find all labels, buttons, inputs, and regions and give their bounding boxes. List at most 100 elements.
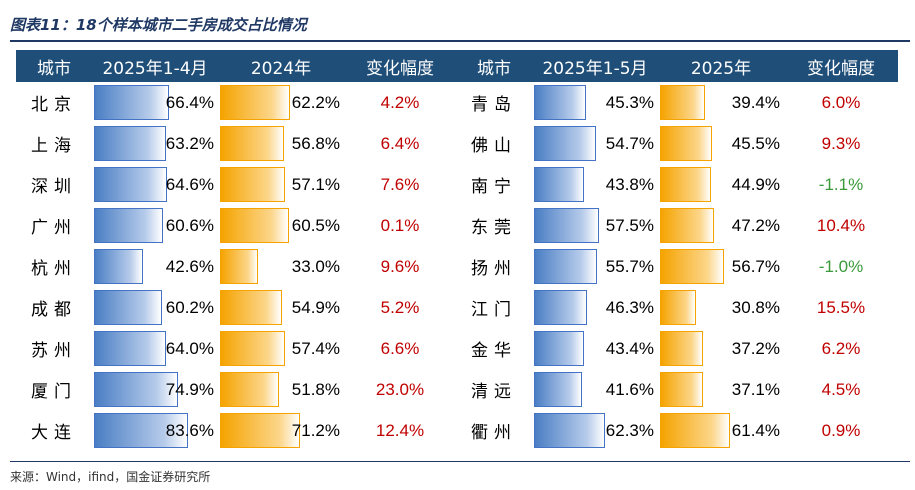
city-name: 南宁 [471,177,517,197]
header-city-left: 城市 [16,50,92,82]
data-label-current: 60.2% [165,297,214,317]
bar-prior [220,290,283,325]
city-name: 江门 [471,300,517,320]
change-value: 7.6% [380,174,420,194]
data-label-current: 45.3% [605,92,654,112]
bar-cell-current: 46.3% [532,287,658,328]
city-name: 苏州 [31,341,77,361]
bar-cell-current: 66.4% [92,82,218,123]
table-row: 苏州 64.0% 57.4% 6.6% 金华 43.4% 37.2% 6.2% [16,328,898,369]
bar-prior [220,249,259,284]
city-name: 广州 [31,218,77,238]
bar-cell-prior: 47.2% [658,205,784,246]
table-row: 广州 60.6% 60.5% 0.1% 东莞 57.5% 47.2% 10.4% [16,205,898,246]
bar-cell-current: 64.6% [92,164,218,205]
header-current-left: 2025年1-4月 [92,50,218,82]
bar-cell-prior: 62.2% [218,82,344,123]
data-label-prior: 45.5% [731,133,780,153]
table-row: 上海 63.2% 56.8% 6.4% 佛山 54.7% 45.5% 9.3% [16,123,898,164]
table-row: 杭州 42.6% 33.0% 9.6% 扬州 55.7% 56.7% -1.0% [16,246,898,287]
change-value: 6.0% [821,92,861,112]
bar-prior [660,413,730,448]
header-city-right: 城市 [456,50,532,82]
table-row: 大连 83.6% 71.2% 12.4% 衢州 62.3% 61.4% 0.9% [16,410,898,451]
data-label-prior: 44.9% [731,174,780,194]
title-rule [10,40,910,42]
bar-current [94,372,179,407]
bar-current [94,290,163,325]
data-label-prior: 47.2% [731,215,780,235]
city-name: 东莞 [471,218,517,238]
city-name: 佛山 [471,136,517,156]
city-name: 金华 [471,341,517,361]
bar-prior [660,167,712,202]
data-label-prior: 71.2% [291,420,340,440]
data-label-prior: 61.4% [731,420,780,440]
bar-cell-current: 42.6% [92,246,218,287]
bar-prior [220,167,285,202]
bar-prior [220,126,285,161]
bar-cell-prior: 56.7% [658,246,784,287]
data-label-prior: 60.5% [291,215,340,235]
bar-cell-prior: 44.9% [658,164,784,205]
table-row: 深圳 64.6% 57.1% 7.6% 南宁 43.8% 44.9% -1.1% [16,164,898,205]
bar-cell-current: 83.6% [92,410,218,451]
header-prior-right: 2025年 [658,50,784,82]
bar-cell-prior: 57.1% [218,164,344,205]
city-name: 清远 [471,382,517,402]
bar-prior [220,413,301,448]
change-value: 15.5% [816,297,866,317]
change-value: 6.2% [821,338,861,358]
chart-title: 图表11：18个样本城市二手房成交占比情况 [10,16,307,34]
data-label-prior: 62.2% [291,92,340,112]
bar-cell-prior: 57.4% [218,328,344,369]
table-body: 北京 66.4% 62.2% 4.2% 青岛 45.3% 39.4% 6.0% 上海 63.2% 5… [16,82,898,451]
data-label-prior: 39.4% [731,92,780,112]
header-prior-left: 2024年 [218,50,344,82]
data-label-current: 66.4% [165,92,214,112]
bar-prior [660,290,696,325]
city-name: 衢州 [471,423,517,443]
change-value: -1.1% [818,174,864,194]
data-label-prior: 54.9% [291,297,340,317]
bar-cell-current: 54.7% [532,123,658,164]
bar-cell-prior: 60.5% [218,205,344,246]
change-value: 6.6% [380,338,420,358]
bar-cell-current: 60.2% [92,287,218,328]
bar-prior [220,85,291,120]
data-label-current: 64.6% [165,174,214,194]
header-change-left: 变化幅度 [344,50,456,82]
bar-cell-prior: 39.4% [658,82,784,123]
bar-cell-prior: 45.5% [658,123,784,164]
data-label-prior: 56.7% [731,256,780,276]
bar-current [534,290,587,325]
data-label-prior: 33.0% [291,256,340,276]
bar-cell-prior: 61.4% [658,410,784,451]
bar-cell-prior: 37.1% [658,369,784,410]
data-label-current: 63.2% [165,133,214,153]
table-row: 成都 60.2% 54.9% 5.2% 江门 46.3% 30.8% 15.5% [16,287,898,328]
bar-cell-prior: 56.8% [218,123,344,164]
bar-prior [660,331,703,366]
bar-prior [220,372,279,407]
bar-cell-current: 55.7% [532,246,658,287]
change-value: 5.2% [380,297,420,317]
header-row: 城市 2025年1-4月 2024年 变化幅度 城市 2025年1-5月 202… [16,50,898,82]
data-label-prior: 56.8% [291,133,340,153]
bar-cell-current: 74.9% [92,369,218,410]
table-row: 北京 66.4% 62.2% 4.2% 青岛 45.3% 39.4% 6.0% [16,82,898,123]
data-label-prior: 57.1% [291,174,340,194]
bar-current [94,85,170,120]
data-label-current: 74.9% [165,379,214,399]
city-name: 厦门 [31,382,77,402]
bar-prior [660,85,706,120]
bar-cell-prior: 30.8% [658,287,784,328]
bar-current [534,126,597,161]
data-label-current: 42.6% [165,256,214,276]
source-rule [10,461,910,462]
bar-current [94,126,166,161]
source-note: 来源：Wind，ifind，国金证券研究所 [10,470,211,484]
change-value: 4.5% [821,379,861,399]
bar-cell-current: 63.2% [92,123,218,164]
data-label-prior: 37.1% [731,379,780,399]
